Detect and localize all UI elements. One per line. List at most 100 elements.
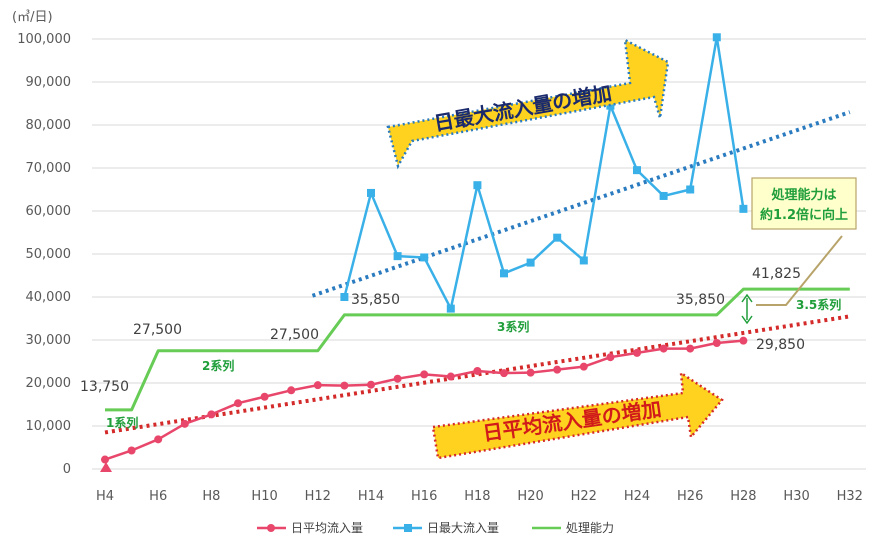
data-point	[633, 348, 641, 357]
series-lines	[101, 33, 850, 464]
y-axis-ticks: 0 10,000 20,000 30,000 40,000 50,000 60,000 70,…	[17, 32, 71, 477]
data-point	[579, 256, 588, 265]
data-point	[207, 410, 216, 419]
x-tick-label: H26	[677, 489, 703, 504]
value-label: 41,825	[752, 266, 801, 282]
avg-increase-banner-text: 日平均流入量の増加	[481, 397, 663, 446]
y-tick-label: 60,000	[26, 204, 72, 219]
legend: 日平均流入量 日最大流入量 処理能力	[257, 521, 614, 535]
data-point	[473, 181, 482, 190]
data-point	[393, 252, 402, 261]
y-tick-label: 40,000	[26, 290, 72, 305]
y-tick-label: 50,000	[26, 247, 72, 262]
system-label: 2系列	[202, 358, 234, 373]
data-point	[260, 392, 269, 401]
avg-increase-banner: 日平均流入量の増加	[431, 370, 724, 460]
system-label: 3.5系列	[796, 297, 841, 312]
value-label: 35,850	[676, 292, 725, 308]
x-tick-label: H28	[730, 489, 756, 504]
x-tick-label: H20	[517, 489, 543, 504]
data-point	[234, 399, 242, 408]
x-tick-label: H8	[202, 489, 220, 504]
data-point	[500, 369, 508, 378]
x-tick-label: H12	[305, 489, 331, 504]
value-label: 27,500	[133, 322, 182, 338]
value-label: 13,750	[80, 379, 129, 395]
x-tick-label: H10	[251, 489, 277, 504]
data-point	[420, 253, 429, 262]
capacity-callout: 処理能力は 約1.2倍に向上	[751, 177, 857, 306]
system-label: 3系列	[497, 319, 529, 334]
data-point	[606, 353, 615, 362]
data-point	[739, 336, 748, 345]
data-point	[553, 365, 562, 374]
data-point	[340, 293, 349, 301]
max-increase-banner: 日最大流入量の増加	[386, 37, 670, 170]
data-point	[180, 419, 189, 428]
data-point	[500, 269, 508, 278]
data-point	[420, 370, 429, 379]
unit-label: (㎥/日)	[12, 10, 53, 25]
y-tick-label: 100,000	[17, 32, 71, 47]
max-increase-banner-text: 日最大流入量の増加	[432, 81, 613, 136]
system-label: 1系列	[106, 415, 138, 430]
data-point	[686, 185, 695, 194]
data-point	[579, 362, 588, 371]
data-point	[127, 446, 136, 455]
capacity-increase-arrow	[741, 293, 753, 325]
trend-lines	[104, 110, 851, 435]
data-point	[526, 368, 535, 377]
data-point	[659, 191, 668, 200]
x-tick-label: H22	[571, 489, 597, 504]
series-line-1	[343, 36, 745, 310]
data-point	[287, 386, 296, 395]
legend-label: 日平均流入量	[291, 521, 363, 535]
data-point	[686, 344, 695, 353]
x-tick-label: H18	[464, 489, 490, 504]
data-point	[101, 455, 109, 464]
x-tick-label: H14	[358, 489, 384, 504]
series-line-2	[105, 287, 850, 412]
x-axis-ticks: H4 H6 H8 H10 H12 H14 H16 H18 H20 H22 H24 H26 H28 H30 H…	[96, 489, 863, 504]
y-tick-label: 30,000	[26, 333, 72, 348]
data-point	[633, 166, 641, 175]
data-point	[446, 372, 455, 381]
data-point	[367, 380, 375, 389]
x-tick-label: H4	[96, 489, 114, 504]
y-tick-label: 70,000	[26, 161, 72, 176]
data-point	[712, 33, 721, 42]
start-marker-icon	[100, 462, 112, 472]
data-point	[473, 366, 482, 375]
callout-line1: 処理能力は	[770, 187, 836, 203]
data-point	[526, 258, 535, 267]
data-point	[659, 344, 668, 353]
data-point	[739, 204, 748, 213]
y-tick-label: 10,000	[26, 419, 72, 434]
x-tick-label: H6	[149, 489, 167, 504]
y-tick-label: 20,000	[26, 376, 72, 391]
legend-item-capacity: 処理能力	[532, 521, 614, 535]
data-point	[313, 381, 322, 390]
legend-item-max: 日最大流入量	[393, 521, 499, 535]
value-label: 35,850	[351, 292, 400, 308]
callout-line2: 約1.2倍に向上	[760, 207, 848, 223]
x-tick-label: H16	[411, 489, 437, 504]
x-tick-label: H32	[837, 489, 863, 504]
legend-item-avg: 日平均流入量	[257, 521, 363, 535]
y-tick-label: 80,000	[26, 118, 72, 133]
data-point	[154, 435, 163, 444]
legend-label: 処理能力	[566, 521, 614, 535]
value-label: 29,850	[756, 337, 805, 353]
data-point	[553, 233, 562, 242]
x-tick-label: H24	[624, 489, 650, 504]
data-point	[712, 339, 721, 348]
legend-label: 日最大流入量	[427, 521, 499, 535]
y-tick-label: 0	[63, 462, 71, 477]
data-point	[340, 381, 349, 390]
data-point	[446, 304, 455, 313]
y-tick-label: 90,000	[26, 75, 72, 90]
value-label: 27,500	[270, 327, 319, 343]
data-point	[367, 188, 375, 197]
